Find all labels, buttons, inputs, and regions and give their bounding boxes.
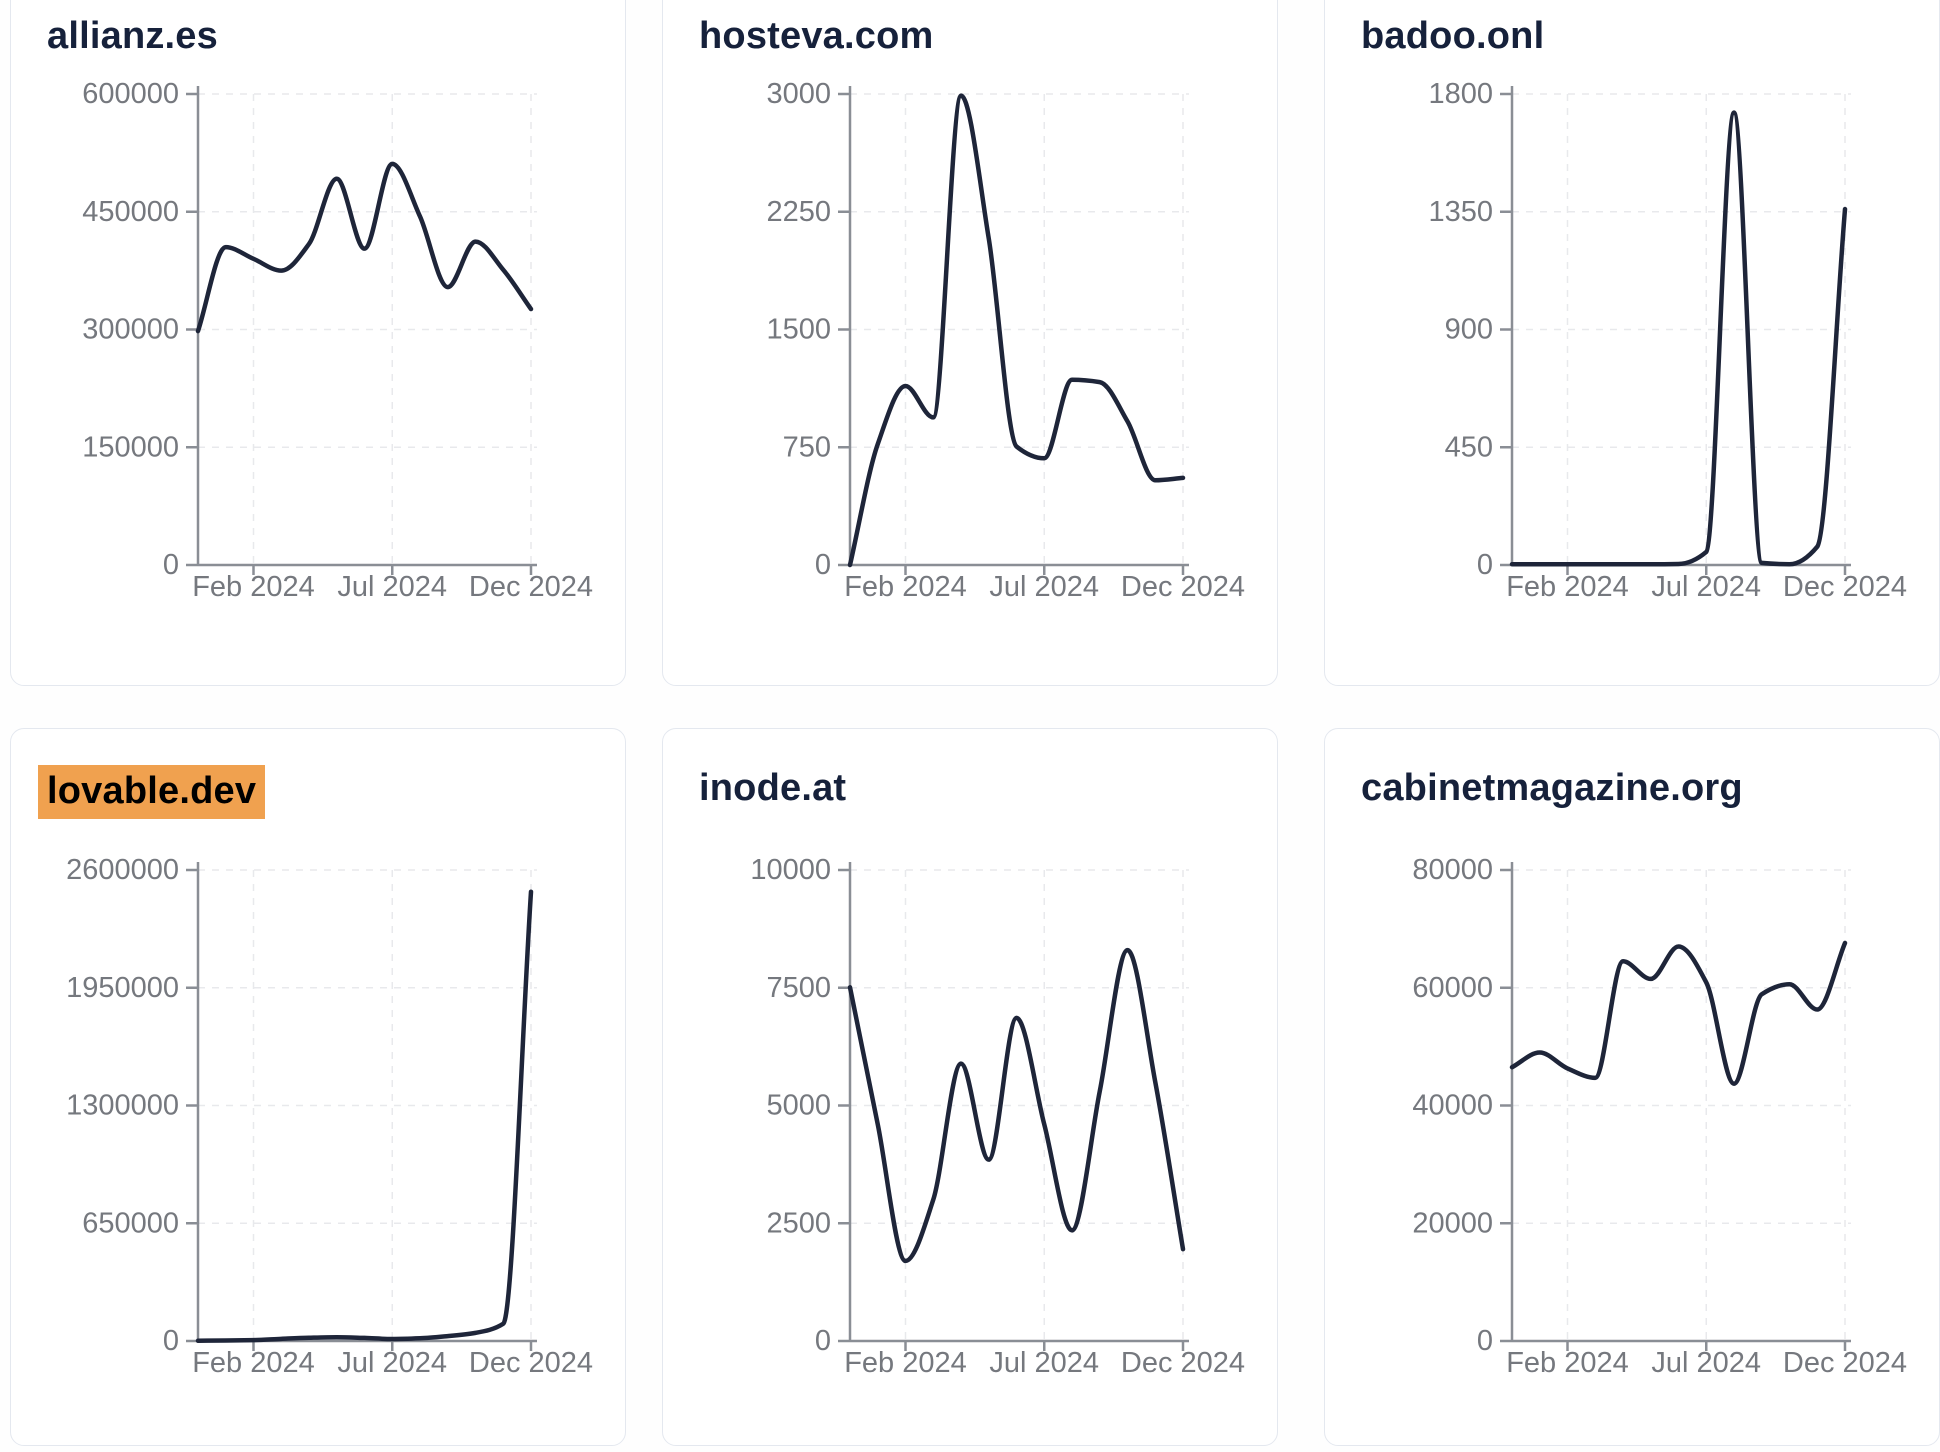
y-tick-label: 1800 [1428, 78, 1493, 110]
chart-title: lovable.dev [38, 765, 625, 819]
chart-title-text: cabinetmagazine.org [1361, 767, 1743, 809]
x-tick-label: Feb 2024 [844, 1347, 967, 1379]
x-tick-label: Feb 2024 [192, 571, 315, 603]
x-tick-label: Jul 2024 [337, 571, 447, 603]
x-tick-label: Feb 2024 [192, 1347, 315, 1379]
y-tick-label: 2500 [766, 1207, 831, 1239]
y-tick-label: 450 [1445, 431, 1493, 463]
line-chart-svg: 0 750 1500 2250 3000 Feb 2024 Jul 2024 Dec 2024 [766, 78, 1245, 603]
y-tick-label: 0 [1477, 1325, 1493, 1357]
y-tick-label: 1950000 [66, 972, 179, 1004]
y-tick-label: 0 [163, 549, 179, 581]
chart-card-allianz[interactable]: allianz.es 0 150000 300000 450000 600000 Feb … [10, 0, 626, 686]
line-chart-svg: 0 2500 5000 7500 10000 Feb 2024 Jul 2024 Dec 20… [750, 854, 1245, 1379]
chart-card-hosteva[interactable]: hosteva.com 0 750 1500 2250 3000 Feb 2024 Jul … [662, 0, 1278, 686]
y-tick-label: 750 [783, 431, 831, 463]
series-line [847, 947, 1186, 1264]
chart-card-cabinetmagazine[interactable]: cabinetmagazine.org 0 20000 40000 60000 8000… [1324, 728, 1940, 1446]
chart-title: allianz.es [47, 13, 625, 59]
y-tick-label: 40000 [1412, 1090, 1493, 1122]
x-tick-label: Feb 2024 [1506, 571, 1629, 603]
y-tick-label: 450000 [82, 196, 179, 228]
y-tick-label: 0 [1477, 549, 1493, 581]
y-tick-label: 7500 [766, 972, 831, 1004]
series-line [847, 93, 1186, 568]
line-chart-svg: 0 450 900 1350 1800 Feb 2024 Jul 2024 Dec 2024 [1428, 78, 1907, 603]
series-line [1509, 110, 1848, 567]
y-tick-label: 1350 [1428, 196, 1493, 228]
series-line [195, 889, 534, 1343]
x-tick-label: Feb 2024 [844, 571, 967, 603]
x-tick-label: Feb 2024 [1506, 1347, 1629, 1379]
x-tick-label: Dec 2024 [469, 571, 593, 603]
chart-title-text: inode.at [699, 767, 847, 809]
y-tick-label: 60000 [1412, 972, 1493, 1004]
series-line [195, 161, 534, 334]
line-chart: 0 2500 5000 7500 10000 Feb 2024 Jul 2024 Dec 20… [663, 841, 1279, 1401]
x-tick-label: Dec 2024 [1121, 1347, 1245, 1379]
x-tick-label: Jul 2024 [989, 571, 1099, 603]
line-chart: 0 450 900 1350 1800 Feb 2024 Jul 2024 Dec 2024 [1325, 65, 1940, 625]
line-chart: 0 20000 40000 60000 80000 Feb 2024 Jul 2024 Dec… [1325, 841, 1940, 1401]
series-line [1509, 940, 1848, 1086]
y-tick-label: 10000 [750, 854, 831, 886]
x-tick-label: Jul 2024 [989, 1347, 1099, 1379]
x-tick-label: Jul 2024 [1651, 571, 1761, 603]
chart-title: cabinetmagazine.org [1361, 765, 1939, 811]
line-chart-svg: 0 650000 1300000 1950000 2600000 Feb 2024 Jul … [66, 854, 593, 1379]
chart-title-text: badoo.onl [1361, 15, 1545, 57]
x-tick-label: Dec 2024 [1121, 571, 1245, 603]
y-tick-label: 20000 [1412, 1207, 1493, 1239]
chart-title: hosteva.com [699, 13, 1277, 59]
line-chart-svg: 0 150000 300000 450000 600000 Feb 2024 Jul 202… [82, 78, 593, 603]
chart-title-text: hosteva.com [699, 15, 934, 57]
y-tick-label: 2250 [766, 196, 831, 228]
x-tick-label: Dec 2024 [469, 1347, 593, 1379]
x-tick-label: Jul 2024 [337, 1347, 447, 1379]
chart-title-text: allianz.es [47, 15, 218, 57]
line-chart-svg: 0 20000 40000 60000 80000 Feb 2024 Jul 2024 Dec… [1412, 854, 1907, 1379]
chart-title: inode.at [699, 765, 1277, 811]
chart-card-inode[interactable]: inode.at 0 2500 5000 7500 10000 Feb 2024 Jul 2… [662, 728, 1278, 1446]
y-tick-label: 3000 [766, 78, 831, 110]
chart-card-badoo[interactable]: badoo.onl 0 450 900 1350 1800 Feb 2024 Jul 202… [1324, 0, 1940, 686]
y-tick-label: 5000 [766, 1090, 831, 1122]
y-tick-label: 300000 [82, 314, 179, 346]
y-tick-label: 1300000 [66, 1090, 179, 1122]
y-tick-label: 2600000 [66, 854, 179, 886]
line-chart: 0 750 1500 2250 3000 Feb 2024 Jul 2024 Dec 2024 [663, 65, 1279, 625]
line-chart: 0 150000 300000 450000 600000 Feb 2024 Jul 202… [11, 65, 627, 625]
y-tick-label: 0 [815, 1325, 831, 1357]
line-chart: 0 650000 1300000 1950000 2600000 Feb 2024 Jul … [11, 841, 627, 1401]
chart-title: badoo.onl [1361, 13, 1939, 59]
x-tick-label: Dec 2024 [1783, 1347, 1907, 1379]
y-tick-label: 80000 [1412, 854, 1493, 886]
chart-title-text: lovable.dev [38, 765, 266, 819]
x-tick-label: Jul 2024 [1651, 1347, 1761, 1379]
y-tick-label: 1500 [766, 314, 831, 346]
y-tick-label: 900 [1445, 314, 1493, 346]
x-tick-label: Dec 2024 [1783, 571, 1907, 603]
y-tick-label: 0 [163, 1325, 179, 1357]
y-tick-label: 150000 [82, 431, 179, 463]
y-tick-label: 600000 [82, 78, 179, 110]
y-tick-label: 650000 [82, 1207, 179, 1239]
y-tick-label: 0 [815, 549, 831, 581]
chart-card-lovable[interactable]: lovable.dev 0 650000 1300000 1950000 2600000… [10, 728, 626, 1446]
